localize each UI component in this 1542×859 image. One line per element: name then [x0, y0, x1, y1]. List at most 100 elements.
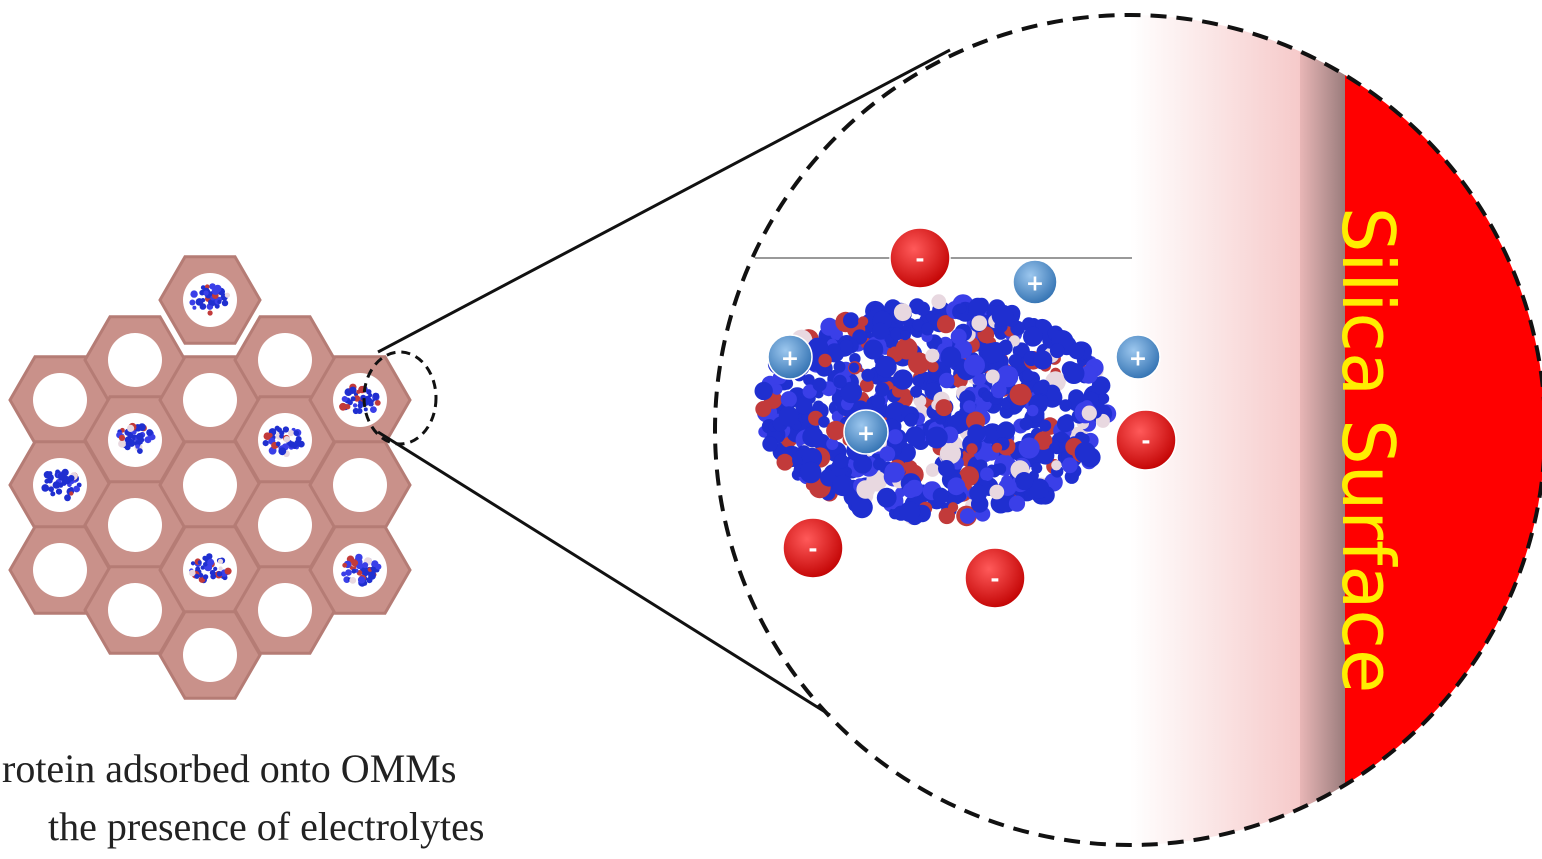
protein-atom: [1009, 383, 1032, 406]
protein-atom: [981, 342, 1003, 364]
protein-atom: [989, 484, 1005, 500]
protein-atom: [374, 400, 381, 406]
protein-atom: [992, 442, 1003, 453]
protein-atom: [356, 389, 361, 394]
protein-atom: [349, 386, 357, 394]
zoom-circle: [713, 13, 1542, 847]
protein-atom: [224, 292, 230, 298]
pore: [108, 333, 162, 387]
protein-atom: [871, 394, 886, 409]
protein-atom: [203, 562, 208, 567]
pore: [33, 373, 87, 427]
protein-atom: [349, 577, 357, 584]
protein-atom: [938, 507, 955, 525]
protein-atom: [218, 566, 223, 571]
protein-atom: [1023, 326, 1043, 347]
protein-atom: [47, 477, 53, 484]
protein-atom: [375, 563, 382, 570]
cation: [1012, 259, 1058, 305]
protein-atom: [963, 354, 986, 376]
pore: [258, 583, 312, 637]
protein-atom: [288, 430, 295, 437]
protein-atom: [833, 360, 846, 373]
protein-atom: [853, 454, 873, 474]
protein-atom: [859, 378, 874, 393]
protein-atom: [135, 444, 140, 449]
protein-atom: [366, 577, 373, 584]
protein-atom: [282, 426, 289, 433]
protein-atom: [263, 432, 272, 441]
pore: [333, 543, 387, 597]
protein-atom: [904, 413, 918, 427]
protein-atom: [861, 368, 875, 382]
anion: [889, 227, 951, 289]
protein-atom: [778, 406, 800, 427]
protein-atom: [203, 290, 209, 296]
protein-atom: [990, 382, 1007, 399]
protein-atom: [370, 406, 377, 413]
protein-atom: [48, 486, 54, 493]
protein-atom: [1055, 431, 1068, 443]
protein-atom: [895, 337, 918, 360]
protein-atom: [345, 404, 351, 410]
protein-atom: [206, 553, 213, 560]
protein-atom: [912, 375, 925, 387]
protein-atom: [939, 443, 962, 465]
ion-sign: +: [1129, 347, 1147, 372]
protein-atom: [211, 287, 220, 295]
protein-atom: [190, 290, 198, 298]
protein-atom: [780, 391, 797, 408]
protein-atom: [200, 565, 205, 570]
protein-atom: [921, 322, 934, 336]
anion: [964, 547, 1026, 609]
protein-atom: [851, 496, 873, 519]
ion-sign: -: [808, 538, 817, 563]
protein-atom: [125, 441, 131, 447]
protein-atom: [216, 571, 223, 577]
protein-atom: [969, 484, 988, 503]
protein-atom: [350, 396, 356, 402]
protein-atom: [199, 289, 205, 296]
ions: - + + + + - - -: [767, 227, 1177, 609]
protein-atom: [50, 491, 56, 497]
protein-atom: [1008, 495, 1026, 512]
protein-atom: [1015, 472, 1034, 491]
protein-atom: [55, 488, 63, 495]
protein-atom: [214, 303, 220, 309]
protein-atom: [826, 420, 846, 441]
protein-atom: [1049, 442, 1060, 453]
protein-atom: [875, 382, 890, 397]
protein-atom: [795, 396, 813, 415]
pore: [33, 543, 87, 597]
caption-line: rotein adsorbed onto OMMs: [2, 746, 456, 791]
protein-atom: [888, 346, 901, 359]
protein-atom: [118, 439, 127, 448]
protein-atom: [357, 576, 366, 584]
protein-atom: [198, 573, 204, 578]
protein-atom: [818, 353, 832, 368]
caption-line: the presence of electrolytes: [48, 804, 484, 849]
protein-atom: [940, 346, 962, 368]
protein-atom: [1064, 469, 1079, 484]
protein-atom: [356, 408, 363, 414]
protein-atom: [1019, 417, 1033, 431]
protein-atom: [833, 453, 849, 469]
protein-atom: [872, 322, 890, 340]
protein-atom: [925, 348, 940, 363]
protein-atom: [980, 467, 994, 482]
protein-atom: [41, 484, 49, 492]
protein-atom: [1032, 381, 1048, 397]
protein-atom: [351, 559, 359, 567]
protein-atom: [279, 430, 285, 436]
zoom-line: [377, 430, 831, 717]
protein-atom: [345, 569, 352, 576]
mesoporous-grid: [8, 255, 412, 700]
protein-atom: [839, 339, 854, 353]
ion-sign: +: [1026, 272, 1044, 297]
protein-atom: [372, 392, 380, 400]
protein-atom: [1008, 354, 1022, 368]
protein-atom: [981, 390, 993, 402]
protein-atom: [339, 402, 347, 411]
zoom-line: [377, 48, 951, 354]
